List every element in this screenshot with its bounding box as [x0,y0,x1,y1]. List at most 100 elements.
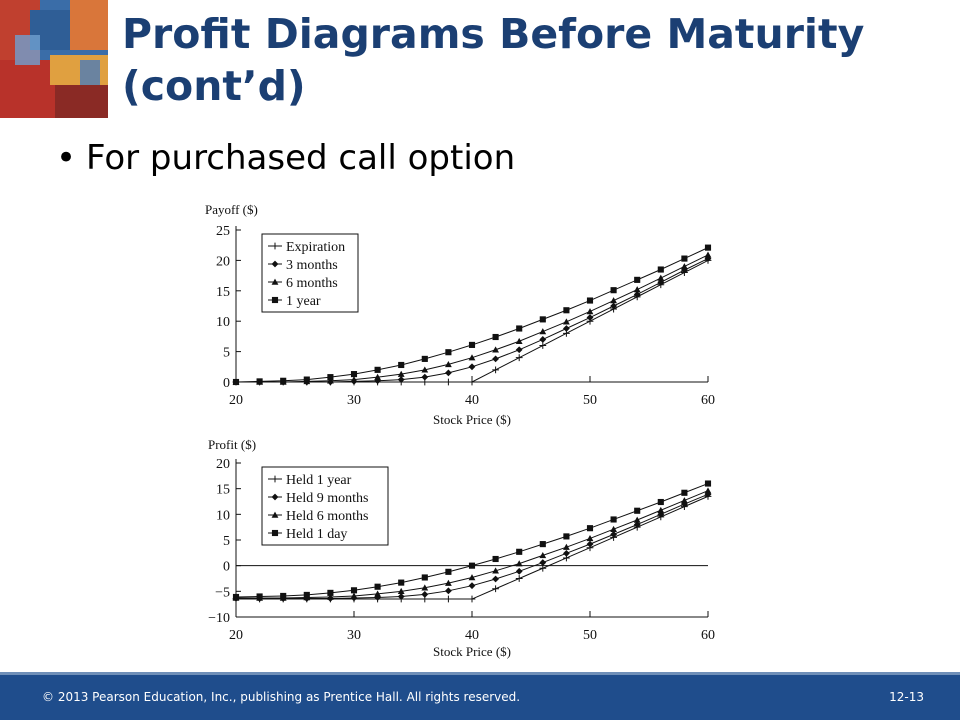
data-point [657,274,665,281]
data-point [539,541,546,548]
copyright-text: © 2013 Pearson Education, Inc., publishi… [42,690,521,704]
data-point [586,297,594,304]
slide-title-line2: (cont’d) [122,62,306,110]
data-point [563,325,570,332]
y-tick-label: 5 [223,534,230,549]
data-point [421,591,429,598]
data-point [586,525,594,532]
data-point [681,255,688,262]
data-point [350,376,358,383]
data-point [421,355,428,362]
data-point [563,533,570,540]
data-point [681,489,688,496]
data-point [610,302,617,310]
slide-title-line1: Profit Diagrams Before Maturity [122,10,865,58]
data-point [515,337,523,344]
data-point [445,579,452,586]
data-point [657,498,664,506]
data-point [397,376,405,383]
data-point [468,582,476,590]
data-point [633,286,641,293]
legend-label: 6 months [286,276,338,291]
data-point [492,355,499,363]
data-point [586,540,594,548]
data-point [468,562,476,569]
legend-marker [271,511,279,518]
data-point [468,341,476,348]
legend-label: Held 1 day [286,527,347,542]
legend-marker [271,475,279,483]
data-point [492,585,499,593]
x-axis-label: Stock Price ($) [433,644,511,659]
data-point [634,507,641,514]
data-point [327,593,334,600]
data-point [256,593,263,600]
bullet-item: • For purchased call option [56,138,515,178]
y-axis-label: Profit ($) [208,437,256,452]
x-tick-label: 20 [229,393,243,408]
data-point [468,354,476,361]
x-tick-label: 30 [347,628,361,643]
data-point [327,374,334,381]
x-axis-label: Stock Price ($) [433,412,511,427]
y-tick-label: −10 [208,611,230,626]
data-point [563,307,570,314]
data-point [610,525,617,532]
data-point [350,592,358,599]
y-tick-label: 0 [223,560,230,575]
data-point [515,567,523,575]
x-tick-label: 60 [701,393,715,408]
data-point [374,590,381,597]
data-point [280,377,287,384]
data-point [539,342,547,349]
data-point [374,373,381,380]
data-point [445,360,452,368]
x-tick-label: 50 [583,393,597,408]
data-point [374,583,381,590]
data-point [445,378,452,386]
data-point [633,516,641,523]
chart-1: Payoff ($) 0 5 10 15 20 25 20 30 40 50 60 Stock Pric… [205,202,715,427]
data-point [468,363,476,371]
x-tick-label: 40 [465,628,479,643]
data-point [280,592,287,600]
data-point [586,314,594,321]
data-point [610,287,617,294]
x-tick-label: 60 [701,628,715,643]
data-point [256,378,263,385]
bullet-dot: • [56,138,77,178]
data-point [350,587,358,594]
legend-label: 3 months [286,258,338,273]
data-point [350,371,358,378]
footer-bar: © 2013 Pearson Education, Inc., publishi… [0,672,960,720]
data-point [563,543,570,550]
y-axis-label: Payoff ($) [205,202,258,217]
data-point [492,567,499,574]
data-point [539,336,547,343]
y-tick-label: −5 [215,585,230,600]
data-point [397,593,405,600]
data-point [397,370,405,377]
data-point [232,378,240,386]
y-tick-label: 20 [216,457,230,472]
data-point [704,244,712,251]
data-point [563,549,570,557]
data-point [327,589,334,596]
data-point [539,328,547,335]
page-number: 12-13 [889,690,924,704]
data-point [303,591,310,598]
bullet-text: For purchased call option [86,138,516,178]
data-point [397,587,405,595]
data-point [468,378,476,386]
data-point [515,560,523,567]
legend-label: Held 6 months [286,509,368,524]
y-tick-label: 0 [223,376,230,391]
data-point [445,369,452,377]
data-point [492,575,499,583]
data-point [421,366,429,373]
data-point [303,376,310,383]
y-tick-label: 10 [216,315,230,330]
legend-label: Held 9 months [286,491,368,506]
legend-label: Expiration [286,240,345,255]
data-point [657,506,665,513]
